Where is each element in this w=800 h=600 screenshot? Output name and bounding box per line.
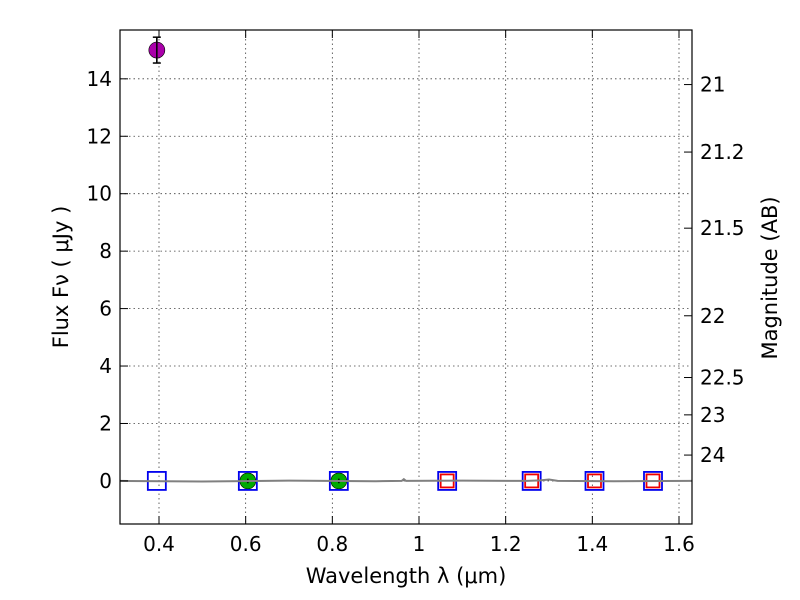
- x-tick-label: 0.6: [230, 532, 262, 556]
- right-tick-label: 22.5: [700, 366, 745, 390]
- right-tick-label: 24: [700, 443, 725, 467]
- x-axis-label: Wavelength λ (μm): [306, 564, 507, 588]
- x-tick-label: 1.6: [663, 532, 695, 556]
- spectrum-line: [119, 477, 693, 483]
- y-tick-label: 0: [99, 469, 112, 493]
- x-tick-label: 1.4: [576, 532, 608, 556]
- y-tick-label: 10: [87, 182, 112, 206]
- plot-frame: [119, 29, 693, 525]
- right-tick-label: 21.5: [700, 216, 745, 240]
- x-tick-label: 0.8: [316, 532, 348, 556]
- y-tick-label: 8: [99, 239, 112, 263]
- y-tick-label: 14: [87, 67, 112, 91]
- right-tick-label: 22: [700, 304, 725, 328]
- right-tick-label: 21: [700, 73, 725, 97]
- x-tick-label: 1.2: [490, 532, 522, 556]
- y-tick-label: 6: [99, 297, 112, 321]
- y-tick-label: 12: [87, 124, 112, 148]
- x-tick-label: 1: [413, 532, 426, 556]
- right-tick-label: 23: [700, 403, 725, 427]
- x-tick-label: 0.4: [143, 532, 175, 556]
- y-axis-label-right: Magnitude (AB): [758, 196, 782, 359]
- y-axis-label: Flux Fν ( μJy ): [49, 206, 73, 349]
- right-tick-label: 21.2: [700, 140, 745, 164]
- y-tick-label: 2: [99, 411, 112, 435]
- y-tick-label: 4: [99, 354, 112, 378]
- data-layer: [119, 36, 693, 491]
